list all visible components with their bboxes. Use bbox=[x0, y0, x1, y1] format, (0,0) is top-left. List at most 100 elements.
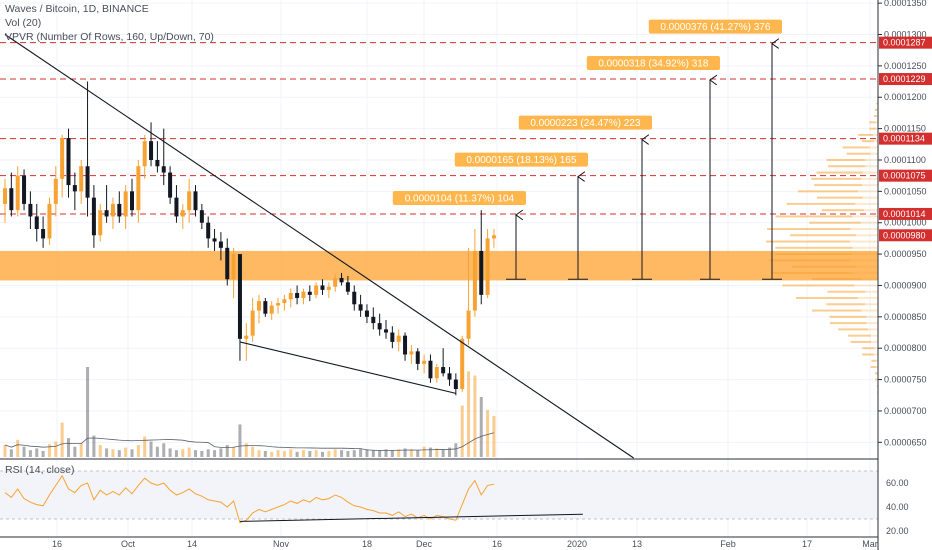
candle-body bbox=[257, 301, 261, 311]
volume-bar bbox=[460, 405, 464, 457]
symbol-legend[interactable]: Waves / Bitcoin, 1D, BINANCE bbox=[5, 3, 149, 15]
volume-bar bbox=[492, 415, 496, 457]
vpvr-row bbox=[856, 234, 878, 237]
target-label: 0.0000104 (11.37%) 104 bbox=[405, 193, 515, 204]
candle-body bbox=[434, 367, 439, 379]
candle-body bbox=[104, 210, 109, 217]
vpvr-row bbox=[862, 353, 875, 356]
price-tick-label: 0.0000750 bbox=[884, 375, 927, 385]
vpvr-row bbox=[851, 271, 878, 274]
vpvr-row bbox=[862, 171, 878, 174]
target-label-box bbox=[454, 152, 588, 167]
price-tag-box bbox=[879, 73, 932, 86]
volume-bar bbox=[454, 443, 458, 457]
vpvr-row bbox=[876, 115, 878, 118]
support-zone bbox=[0, 250, 878, 281]
volume-bar bbox=[448, 447, 451, 457]
candle-body bbox=[282, 299, 287, 304]
candle-body bbox=[333, 277, 338, 287]
time-tick-label: Feb bbox=[720, 539, 736, 549]
vpvr-row bbox=[865, 290, 878, 293]
vpvr-row bbox=[850, 240, 878, 243]
candle-body bbox=[403, 335, 408, 355]
vpvr-row bbox=[870, 366, 877, 369]
candle-body bbox=[314, 285, 319, 295]
vpvr-row bbox=[861, 140, 874, 143]
volume-bar bbox=[136, 445, 140, 457]
vpvr-row bbox=[791, 265, 857, 268]
volume-bar bbox=[321, 451, 324, 457]
vpvr-legend[interactable]: VPVR (Number Of Rows, 160, Up/Down, 70) bbox=[5, 31, 214, 43]
vpvr-row bbox=[873, 115, 877, 118]
volume-bar bbox=[390, 450, 394, 457]
candle-body bbox=[276, 303, 281, 306]
candle-body bbox=[206, 222, 211, 239]
vpvr-row bbox=[875, 372, 878, 375]
target-label-box bbox=[392, 190, 526, 205]
vpvr-row bbox=[870, 334, 878, 337]
price-tag-box bbox=[879, 132, 932, 145]
volume-bar bbox=[162, 443, 166, 457]
volume-bar bbox=[257, 450, 261, 457]
candle-body bbox=[110, 203, 115, 217]
candle-body bbox=[415, 351, 420, 364]
volume-bar bbox=[473, 375, 477, 457]
price-tick-label: 0.0001100 bbox=[884, 155, 926, 165]
candle-body bbox=[345, 282, 350, 292]
vpvr-row bbox=[863, 209, 878, 212]
volume-legend[interactable]: Vol (20) bbox=[5, 17, 42, 29]
vpvr-row bbox=[862, 196, 878, 199]
vpvr-row bbox=[847, 334, 871, 337]
vpvr-row bbox=[862, 347, 875, 350]
volume-bar bbox=[143, 436, 147, 457]
volume-bar bbox=[124, 447, 128, 457]
time-tick-label: Dec bbox=[416, 539, 433, 549]
time-tick-label: 2020 bbox=[567, 539, 587, 549]
volume-bar bbox=[435, 448, 439, 457]
target-label: 0.0000318 (34.92%) 318 bbox=[598, 59, 709, 70]
candle-body bbox=[193, 191, 198, 211]
vpvr-row bbox=[861, 278, 878, 281]
volume-bar bbox=[441, 449, 445, 457]
price-tick-label: 0.0000700 bbox=[884, 406, 927, 416]
target-label-box bbox=[648, 19, 782, 34]
falling-support-trendline bbox=[239, 341, 456, 394]
vpvr-row bbox=[865, 165, 878, 168]
candle-body bbox=[409, 351, 414, 355]
candle-body bbox=[136, 166, 141, 211]
vpvr-row bbox=[874, 108, 878, 111]
rsi-legend[interactable]: RSI (14, close) bbox=[5, 464, 75, 476]
time-tick-label: 16 bbox=[52, 539, 62, 549]
vpvr-row bbox=[796, 297, 858, 300]
vpvr-row bbox=[850, 228, 878, 230]
volume-bar bbox=[276, 450, 280, 457]
vpvr-row bbox=[862, 184, 878, 187]
vpvr-row bbox=[875, 378, 878, 381]
candle-body bbox=[231, 254, 236, 280]
vpvr-row bbox=[826, 303, 866, 306]
vpvr-row bbox=[871, 340, 878, 343]
vpvr-row bbox=[857, 190, 878, 193]
volume-bar bbox=[308, 451, 312, 457]
vpvr-row bbox=[766, 240, 851, 243]
vpvr-row bbox=[811, 278, 862, 281]
candle-body bbox=[22, 175, 27, 204]
candle-body bbox=[41, 229, 46, 239]
candle-body bbox=[339, 277, 344, 283]
vpvr-row bbox=[876, 359, 878, 362]
price-tag-box bbox=[879, 169, 932, 182]
volume-bar bbox=[295, 451, 299, 457]
candle-body bbox=[396, 335, 401, 342]
vpvr-row bbox=[852, 246, 878, 249]
candle-body bbox=[60, 138, 65, 179]
volume-bar bbox=[92, 435, 96, 457]
rsi-tick-label: 40.00 bbox=[886, 502, 909, 512]
volume-bar bbox=[301, 450, 305, 457]
vpvr-row bbox=[877, 391, 878, 394]
support-zone-band bbox=[0, 250, 878, 281]
volume-bar bbox=[9, 449, 13, 457]
candle-body bbox=[390, 332, 395, 342]
vpvr-row bbox=[873, 140, 878, 143]
volume-bar bbox=[155, 446, 159, 457]
